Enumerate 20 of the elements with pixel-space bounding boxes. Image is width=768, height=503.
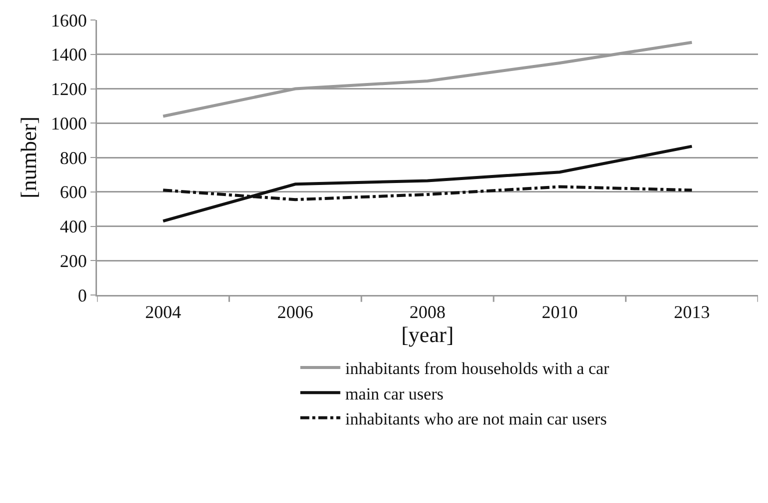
y-tick-label: 400	[60, 216, 87, 237]
x-tick-label: 2008	[410, 302, 446, 322]
y-tick-label: 0	[78, 285, 87, 306]
x-tick-label: 2004	[145, 302, 182, 322]
y-axis-title: [number]	[16, 116, 41, 198]
legend-label: inhabitants from households with a car	[345, 359, 610, 378]
legend-label: main car users	[345, 384, 444, 404]
legend-label: inhabitants who are not main car users	[345, 409, 607, 428]
y-tick-label: 1600	[50, 10, 87, 30]
y-tick-label: 600	[60, 182, 87, 202]
x-axis-title: [year]	[401, 322, 454, 348]
y-tick-label: 1200	[50, 79, 87, 100]
x-tick-label: 2006	[277, 302, 314, 322]
y-tick-label: 800	[60, 148, 87, 168]
y-tick-label: 1000	[50, 113, 87, 134]
x-tick-label: 2010	[542, 302, 578, 322]
line-series	[162, 144, 694, 223]
y-tick-label: 1400	[50, 44, 87, 65]
x-tick-label: 2013	[674, 302, 710, 322]
y-tick-label: 200	[60, 250, 87, 271]
